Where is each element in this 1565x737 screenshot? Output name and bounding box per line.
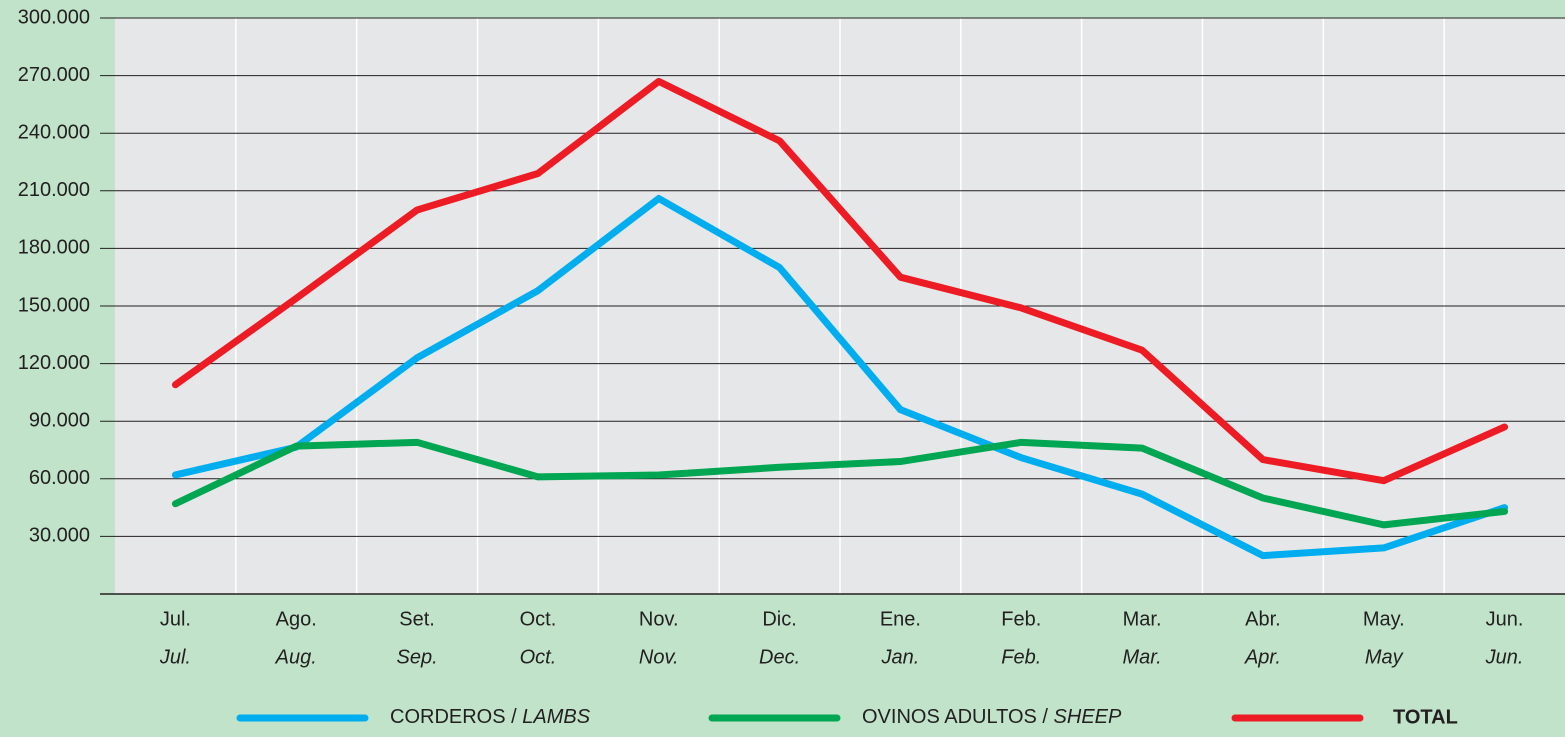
- x-tick-label: Oct.: [520, 608, 557, 630]
- x-tick-label: Jul.: [160, 608, 191, 630]
- x-tick-label-en: Nov.: [639, 646, 679, 668]
- x-tick-label: Ene.: [880, 608, 921, 630]
- legend-label: TOTAL: [1393, 706, 1458, 728]
- y-tick-label: 30.000: [29, 525, 90, 547]
- x-tick-label: Nov.: [639, 608, 679, 630]
- y-tick-label: 180.000: [18, 237, 90, 259]
- x-tick-label-en: May: [1365, 646, 1404, 668]
- x-tick-label: Mar.: [1123, 608, 1162, 630]
- x-tick-label-en: Oct.: [520, 646, 557, 668]
- x-tick-label-en: Mar.: [1122, 646, 1161, 668]
- x-tick-label: Ago.: [276, 608, 317, 630]
- legend-label: OVINOS ADULTOS / SHEEP: [862, 706, 1122, 728]
- y-tick-label: 60.000: [29, 467, 90, 489]
- y-tick-label: 270.000: [18, 64, 90, 86]
- line-series: [171, 438, 1509, 529]
- line-series: [171, 194, 1509, 560]
- x-tick-label: Set.: [399, 608, 435, 630]
- y-tick-label: 120.000: [18, 352, 90, 374]
- y-tick-label: 150.000: [18, 294, 90, 316]
- line-series: [171, 77, 1509, 485]
- x-tick-label-en: Dec.: [759, 646, 800, 668]
- x-tick-label: May.: [1363, 608, 1405, 630]
- x-tick-label-en: Sep.: [397, 646, 438, 668]
- x-tick-label-en: Jun.: [1485, 646, 1524, 668]
- x-tick-label-en: Feb.: [1001, 646, 1041, 668]
- y-tick-label: 300.000: [18, 6, 90, 28]
- y-tick-label: 210.000: [18, 179, 90, 201]
- x-tick-label: Feb.: [1001, 608, 1041, 630]
- x-tick-label-en: Jul.: [159, 646, 191, 668]
- x-tick-label-en: Apr.: [1244, 646, 1281, 668]
- x-tick-label-en: Aug.: [275, 646, 317, 668]
- y-tick-label: 240.000: [18, 121, 90, 143]
- x-tick-label: Dic.: [762, 608, 796, 630]
- x-tick-label: Abr.: [1245, 608, 1281, 630]
- y-tick-label: 90.000: [29, 409, 90, 431]
- x-tick-label: Jun.: [1486, 608, 1524, 630]
- legend-label: CORDEROS / LAMBS: [390, 706, 591, 728]
- x-tick-label-en: Jan.: [881, 646, 920, 668]
